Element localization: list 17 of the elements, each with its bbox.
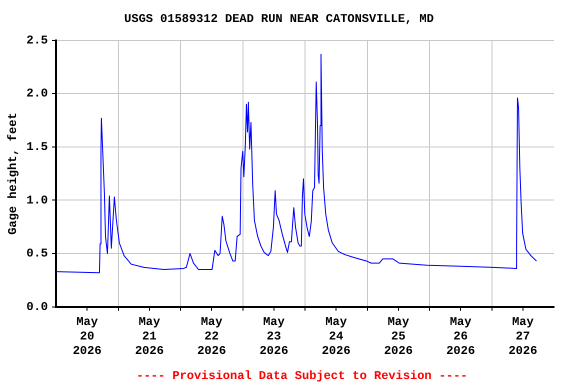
y-tick-label: 2.5: [26, 33, 48, 48]
chart-title: USGS 01589312 DEAD RUN NEAR CATONSVILLE, MD: [124, 12, 434, 26]
y-tick-label: 0.5: [26, 246, 48, 261]
x-tick-label: May 26 2026: [446, 315, 476, 358]
x-tick-label: May 24 2026: [322, 315, 351, 358]
x-tick-label: May 22 2026: [197, 315, 226, 358]
x-tick-label: May 25 2026: [384, 315, 413, 358]
x-tick-label: May 21 2026: [134, 315, 164, 358]
y-tick-label: 0.0: [26, 300, 48, 314]
x-tick-label: May 23 2026: [259, 315, 288, 358]
x-tick-label: May 20 2026: [72, 315, 102, 358]
y-axis-title: Gage height, feet: [6, 112, 20, 235]
text: ---- Provisional Data Subject to Revision ----: [136, 369, 468, 384]
y-tick-label: 1.0: [26, 193, 48, 208]
y-tick-label: 1.5: [26, 140, 48, 154]
x-tick-label: May 27 2026: [508, 315, 538, 358]
y-tick-label: 2.0: [26, 86, 48, 101]
